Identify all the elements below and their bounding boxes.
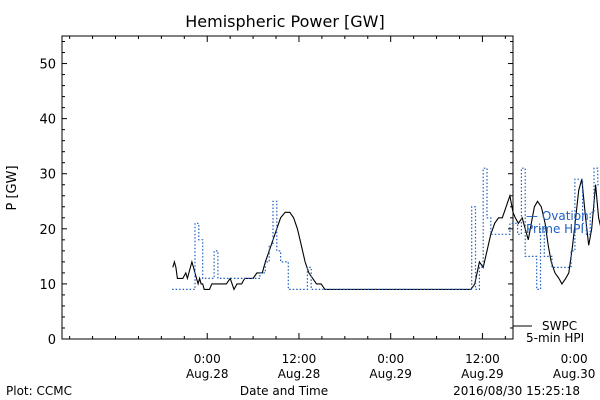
legend-swpc-line2: 5-min HPI [526, 331, 584, 345]
x-tick-label-date: Aug.29 [369, 367, 412, 381]
x-tick-label-time: 0:00 [561, 352, 588, 366]
y-tick-label: 40 [39, 113, 56, 128]
x-tick-label-date: Aug.28 [278, 367, 321, 381]
y-tick-label: 50 [39, 58, 56, 73]
x-tick-label-date: Aug.29 [461, 367, 504, 381]
ovation-prime-series-line [172, 58, 600, 289]
footer-credit: Plot: CCMC [6, 384, 72, 398]
y-axis: 0 10 20 30 40 50 [39, 42, 513, 348]
x-tick-label-time: 0:00 [194, 352, 221, 366]
x-tick-label-date: Aug.28 [186, 367, 229, 381]
legend-ovation-line2: Prime HPI [526, 222, 584, 236]
x-tick-label-time: 0:00 [377, 352, 404, 366]
swpc-hpi-series-line [173, 58, 600, 289]
x-tick-label-date: Aug.30 [553, 367, 596, 381]
y-tick-label: 0 [48, 333, 56, 348]
x-axis-label: Date and Time [240, 384, 328, 398]
x-axis: 0:00Aug.2812:00Aug.280:00Aug.2912:00Aug.… [70, 36, 600, 381]
y-tick-label: 20 [39, 223, 56, 238]
y-axis-label: P [GW] [5, 165, 20, 210]
x-tick-label-time: 12:00 [282, 352, 317, 366]
legend-ovation-line1: — Ovation [526, 209, 589, 223]
plot-frame [62, 36, 513, 339]
y-tick-label: 10 [39, 278, 56, 293]
y-tick-label: 30 [39, 168, 56, 183]
footer-timestamp: 2016/08/30 15:25:18 [453, 384, 580, 398]
x-tick-label-time: 12:00 [465, 352, 500, 366]
series-layer [172, 58, 600, 289]
chart-title: Hemispheric Power [GW] [185, 12, 384, 31]
